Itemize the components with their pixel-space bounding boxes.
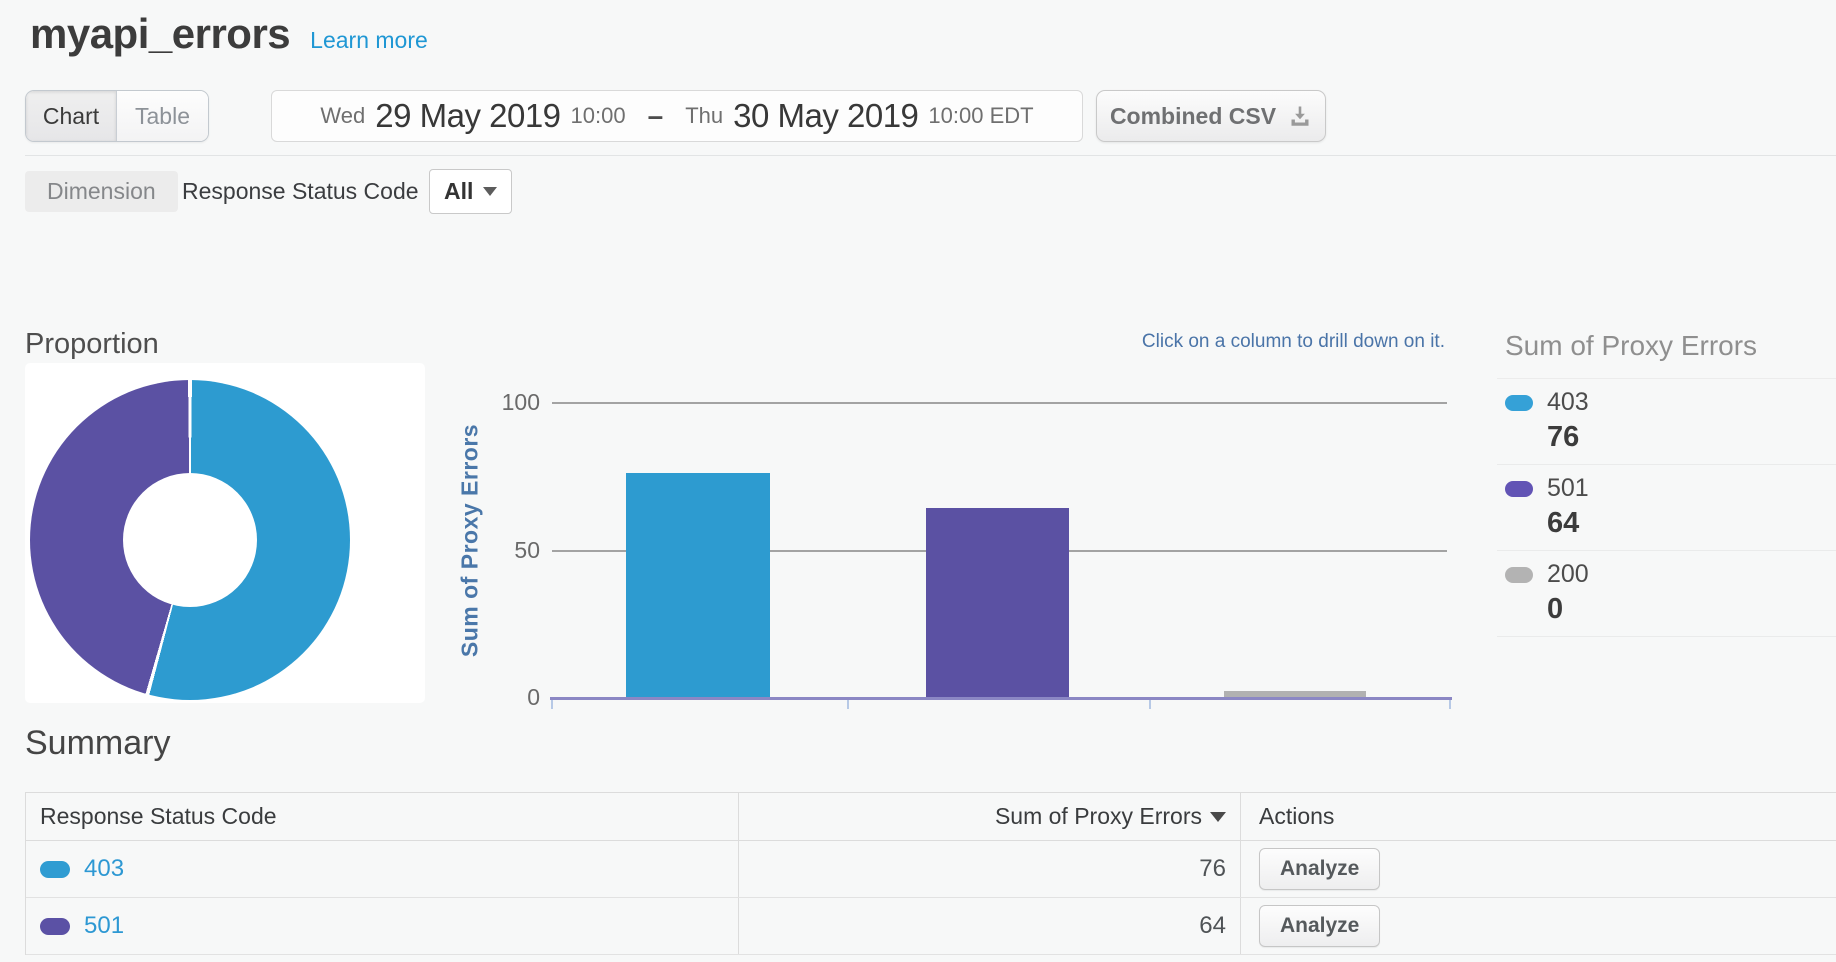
table-header-row: Response Status Code Sum of Proxy Errors… (26, 793, 1836, 841)
bar-200[interactable] (1224, 691, 1366, 697)
combined-csv-button[interactable]: Combined CSV (1096, 90, 1326, 142)
date-range-picker[interactable]: Wed 29 May 2019 10:00 – Thu 30 May 2019 … (271, 90, 1083, 142)
bar-403[interactable] (626, 472, 770, 697)
row-link-403[interactable]: 403 (84, 855, 125, 882)
legend-swatch-501 (1505, 480, 1533, 497)
row-link-501[interactable]: 501 (84, 912, 125, 939)
gridline-100 (552, 402, 1447, 404)
ytick-100: 100 (501, 389, 540, 415)
bar-501[interactable] (926, 508, 1069, 697)
legend-item-200[interactable]: 200 0 (1497, 551, 1836, 637)
legend-value: 76 (1547, 421, 1580, 453)
row-value: 64 (1199, 912, 1226, 939)
drilldown-hint: Click on a column to drill down on it. (1141, 331, 1445, 352)
legend-swatch-200 (1505, 566, 1533, 583)
dimension-name: Response Status Code (182, 178, 419, 204)
tab-chart[interactable]: Chart (26, 91, 117, 141)
end-date: 30 May 2019 (733, 97, 919, 134)
y-axis-label: Sum of Proxy Errors (456, 423, 483, 658)
ytick-50: 50 (514, 537, 540, 563)
page-title: myapi_errors (30, 10, 291, 57)
view-toggle: Chart Table (25, 90, 209, 142)
proportion-panel (25, 363, 425, 703)
tab-table[interactable]: Table (117, 91, 208, 141)
legend-value: 64 (1547, 507, 1580, 539)
table-row-403: 403 76 Analyze (26, 841, 1836, 898)
dimension-filter-value: All (444, 178, 474, 204)
end-time: 10:00 EDT (928, 103, 1034, 128)
row-swatch-501 (40, 917, 70, 935)
learn-more-link[interactable]: Learn more (310, 27, 428, 53)
axis-tick (1449, 700, 1451, 709)
legend-swatch-403 (1505, 394, 1533, 411)
dimension-chip: Dimension (25, 171, 178, 212)
legend-value: 0 (1547, 593, 1564, 625)
chart-legend: Sum of Proxy Errors 403 76 501 64 200 0 (1497, 322, 1836, 637)
dimension-filter-select[interactable]: All (429, 169, 513, 214)
axis-tick (1149, 700, 1151, 709)
legend-label: 403 (1547, 388, 1589, 416)
proportion-title: Proportion (25, 328, 159, 360)
download-icon (1291, 106, 1309, 126)
start-date: 29 May 2019 (375, 97, 561, 134)
start-time: 10:00 (570, 103, 626, 128)
date-range-separator: – (647, 100, 664, 131)
legend-label: 501 (1547, 474, 1589, 502)
row-swatch-403 (40, 860, 70, 878)
legend-title: Sum of Proxy Errors (1497, 322, 1836, 379)
x-axis-line (550, 697, 1452, 700)
header-divider (25, 155, 1836, 156)
axis-tick (847, 700, 849, 709)
axis-tick (551, 700, 553, 709)
titlebar: myapi_errors Learn more (30, 10, 428, 58)
sort-desc-icon[interactable] (1210, 811, 1226, 822)
summary-title: Summary (25, 724, 171, 762)
analyze-button-501[interactable]: Analyze (1259, 905, 1381, 947)
row-value: 76 (1199, 855, 1226, 882)
donut-hole (123, 473, 257, 607)
column-header-metric[interactable]: Sum of Proxy Errors (739, 793, 1241, 840)
analyze-button-403[interactable]: Analyze (1259, 848, 1381, 890)
column-header-actions: Actions (1259, 803, 1335, 829)
table-row-501: 501 64 Analyze (26, 898, 1836, 955)
legend-item-501[interactable]: 501 64 (1497, 465, 1836, 551)
legend-label: 200 (1547, 560, 1589, 588)
column-header-dimension: Response Status Code (26, 793, 739, 840)
chevron-down-icon (483, 187, 498, 196)
ytick-0: 0 (527, 684, 540, 710)
start-day: Wed (320, 103, 366, 128)
summary-table: Response Status Code Sum of Proxy Errors… (25, 792, 1836, 955)
combined-csv-label: Combined CSV (1109, 102, 1277, 129)
end-day: Thu (685, 103, 724, 128)
legend-item-403[interactable]: 403 76 (1497, 379, 1836, 465)
